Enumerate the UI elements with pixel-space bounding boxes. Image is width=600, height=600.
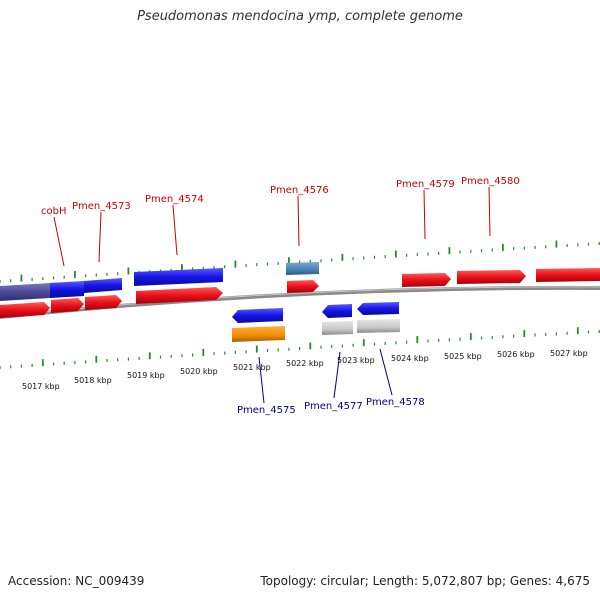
kbp-label: 5022 kbp (286, 359, 324, 368)
kbp-label: 5025 kbp (444, 352, 482, 361)
gene-label-pmen-4576[interactable]: Pmen_4576 (270, 185, 329, 196)
accession-text: Accession: NC_009439 (8, 574, 145, 588)
gene-label-pmen-4575[interactable]: Pmen_4575 (237, 405, 296, 416)
kbp-label: 5024 kbp (391, 354, 429, 363)
gene-label-pmen-4580[interactable]: Pmen_4580 (461, 176, 520, 187)
kbp-label: 5017 kbp (22, 382, 60, 391)
gene-label-cobh[interactable]: cobH (41, 206, 66, 217)
gene-reverse-row (232, 319, 400, 342)
gene-forward-row (0, 268, 600, 318)
cds-feature[interactable] (134, 268, 223, 286)
lower-tick-ruler (0, 327, 600, 369)
trna-feature[interactable] (286, 262, 319, 275)
kbp-label: 5023 kbp (337, 356, 375, 365)
label-connectors (53, 186, 491, 404)
cds-reverse-row (232, 302, 399, 323)
cds-feature[interactable] (84, 278, 122, 293)
gene-label-pmen-4577[interactable]: Pmen_4577 (304, 401, 363, 412)
gene-arrow[interactable] (51, 298, 84, 313)
upper-tick-ruler (0, 240, 600, 283)
cds-feature[interactable] (0, 283, 50, 301)
gene-label-pmen-4574[interactable]: Pmen_4574 (145, 194, 204, 205)
cds-feature[interactable] (322, 304, 352, 318)
genome-backbone (0, 285, 600, 319)
topology-text: Topology: circular; Length: 5,072,807 bp… (260, 574, 590, 588)
gene-arrow[interactable] (136, 287, 223, 304)
gene-arrow[interactable] (457, 270, 526, 284)
gene-label-pmen-4579[interactable]: Pmen_4579 (396, 179, 455, 190)
gene-arrow[interactable] (0, 302, 50, 318)
gene-label-pmen-4578[interactable]: Pmen_4578 (366, 397, 425, 408)
cds-feature[interactable] (357, 302, 399, 315)
gene-feature[interactable] (232, 326, 285, 342)
kbp-label: 5018 kbp (74, 376, 112, 385)
genome-title: Pseudomonas mendocina ymp, complete geno… (137, 9, 463, 24)
gene-feature[interactable] (322, 321, 353, 335)
kbp-label: 5021 kbp (233, 363, 271, 372)
cds-feature[interactable] (232, 308, 283, 323)
kbp-label: 5027 kbp (550, 349, 588, 358)
kbp-label: 5019 kbp (127, 371, 165, 380)
gene-label-pmen-4573[interactable]: Pmen_4573 (72, 201, 131, 212)
gene-arrow[interactable] (287, 280, 319, 293)
gene-feature[interactable] (357, 319, 400, 333)
kbp-label: 5020 kbp (180, 367, 218, 376)
cds-feature[interactable] (50, 281, 84, 298)
kbp-label: 5026 kbp (497, 350, 535, 359)
gene-arrow[interactable] (402, 273, 451, 287)
gene-arrow[interactable] (85, 295, 122, 310)
cds-forward-row (0, 262, 319, 301)
gene-arrow[interactable] (536, 268, 600, 282)
